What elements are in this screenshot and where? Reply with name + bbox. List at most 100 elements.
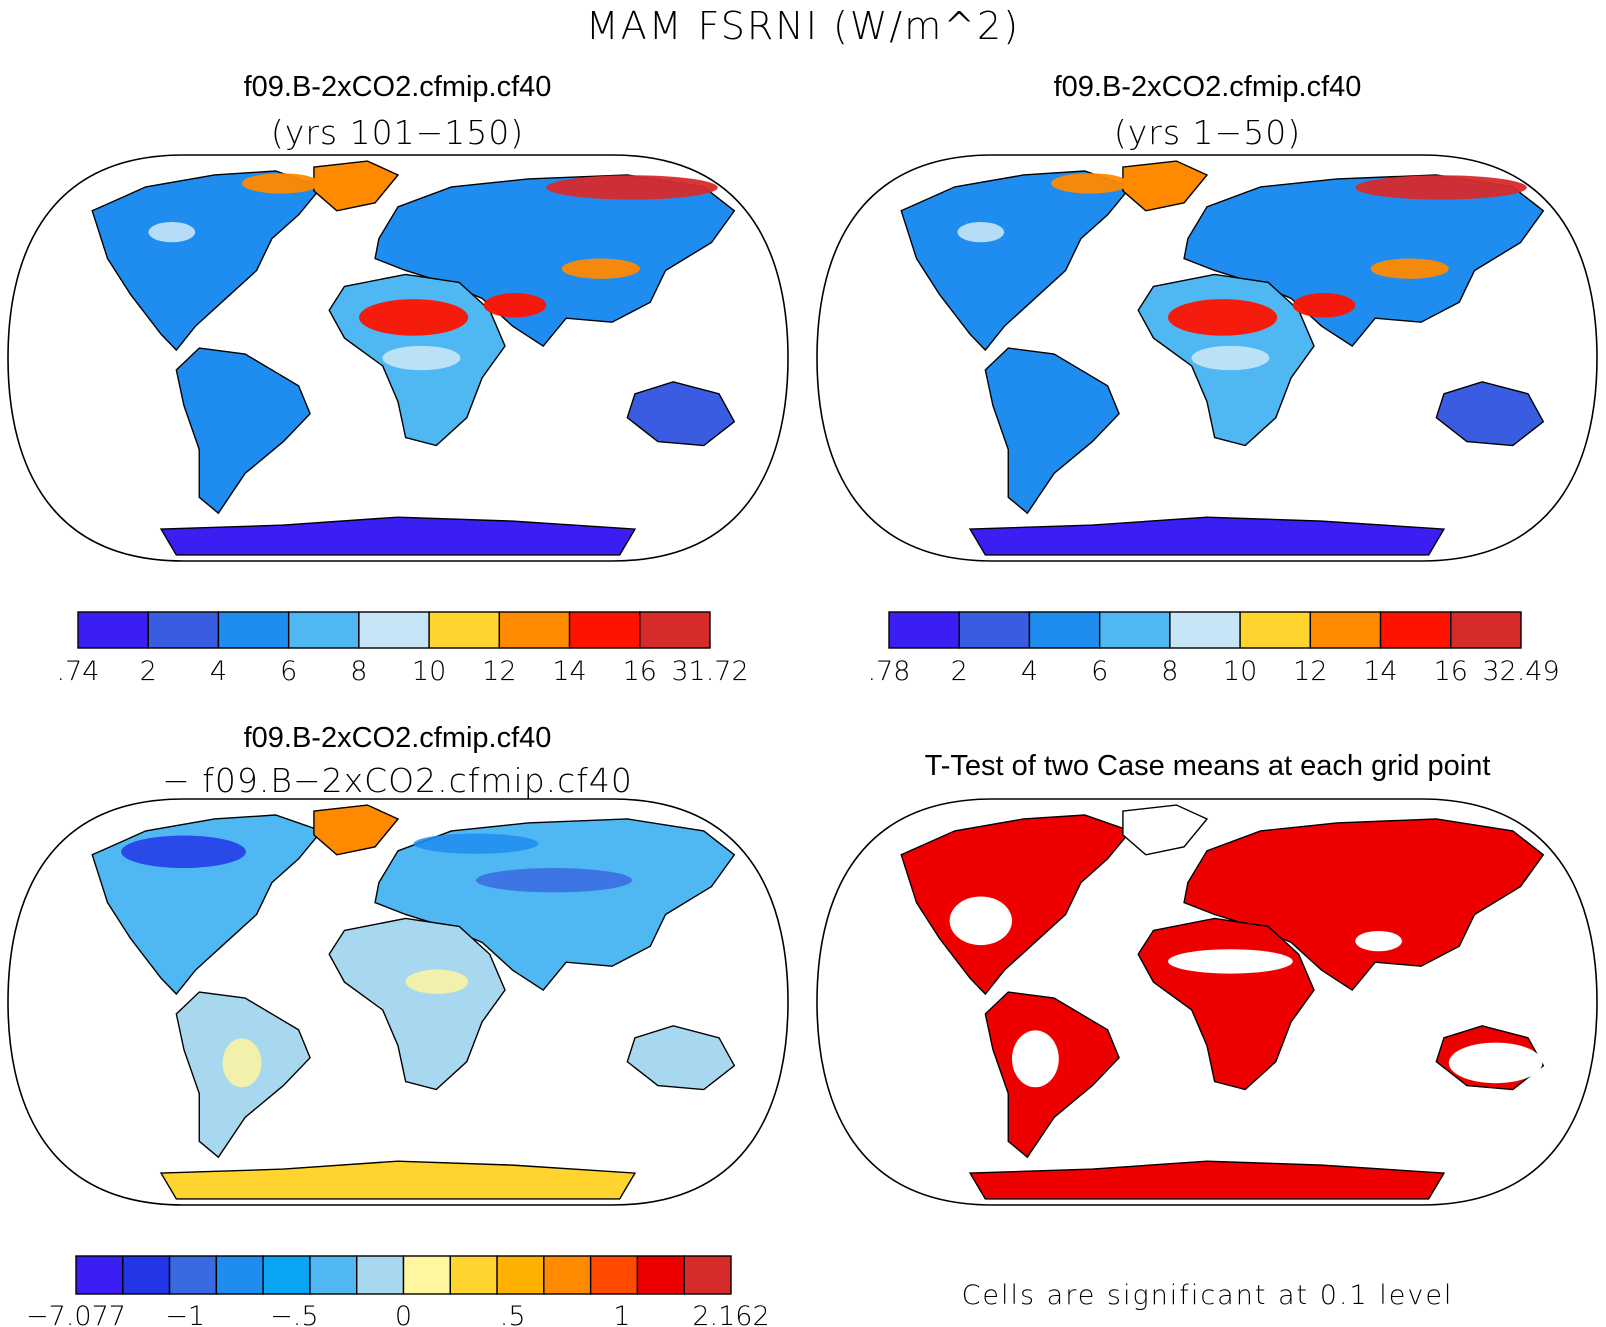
colorbar-box xyxy=(287,611,360,649)
coolspot-0 xyxy=(1191,345,1270,371)
colorbar-box xyxy=(77,611,149,649)
colorbar-box xyxy=(543,1255,592,1295)
hotspot-0 xyxy=(1168,299,1278,336)
panel2-title: f09.B-2xCO2.cfmip.cf40 xyxy=(1053,71,1362,103)
continent-greenland xyxy=(1122,160,1209,212)
panel1-title: f09.B-2xCO2.cfmip.cf40 xyxy=(243,71,552,103)
colorbar-box xyxy=(589,1255,639,1295)
anomaly-2 xyxy=(413,833,539,854)
continent-greenland xyxy=(1122,804,1209,856)
colorbar-box xyxy=(1098,611,1171,649)
panel1-subtitle: (yrs 101−150) xyxy=(270,113,525,152)
panel4-title: T-Test of two Case means at each grid po… xyxy=(924,750,1491,782)
colorbar-tick-label: 2 xyxy=(951,656,968,687)
hotspot-1 xyxy=(1292,293,1356,318)
colorbar-tick-label: 31.72 xyxy=(671,656,748,687)
continent-southAmerica xyxy=(175,347,311,515)
colorbar-tick-label: 14 xyxy=(552,656,586,687)
colorbar-tick-label: −1 xyxy=(165,1301,205,1327)
hotspot-3 xyxy=(546,175,718,200)
colorbar-box xyxy=(215,1255,264,1295)
hotspot-2 xyxy=(561,258,640,279)
continent-africa xyxy=(328,917,506,1091)
colorbar-box xyxy=(683,1255,732,1295)
insignificant-area-1 xyxy=(1168,949,1293,974)
colorbar-1: .74 2 4 6 8 10 12 14 16 31.72 xyxy=(57,611,749,687)
colorbar-box xyxy=(1169,611,1241,649)
colorbar-tick-label: 10 xyxy=(412,656,446,687)
continent-australia xyxy=(626,1025,736,1091)
hotspot-0 xyxy=(359,299,469,336)
colorbar-box xyxy=(168,1255,218,1295)
colorbar-box xyxy=(888,611,960,649)
colorbar-3: −7.077 −1 −.5 0 .5 1 2.162 xyxy=(26,1255,770,1327)
map-panel-1 xyxy=(7,154,789,562)
colorbar-box xyxy=(1028,611,1101,649)
colorbar-tick-label: 2.162 xyxy=(692,1301,769,1327)
colorbar-box xyxy=(1309,611,1382,649)
main-title: MAM FSRNI (W/m^2) xyxy=(585,4,1021,48)
hotspot-4 xyxy=(242,173,320,194)
colorbar-box xyxy=(122,1255,171,1295)
colorbar-tick-label: .78 xyxy=(868,656,911,687)
colorbar-tick-label: .74 xyxy=(57,656,100,687)
colorbar-box xyxy=(1450,611,1522,649)
colorbar-box xyxy=(75,1255,124,1295)
coolspot-0 xyxy=(382,345,461,371)
colorbar-2: .78 2 4 6 8 10 12 14 16 32.49 xyxy=(868,611,1560,687)
coolspot-1 xyxy=(957,221,1005,243)
colorbar-tick-label: 16 xyxy=(623,656,657,687)
colorbar-tick-label: 10 xyxy=(1223,656,1257,687)
colorbar-tick-label: 1 xyxy=(613,1301,630,1327)
panel3-title: f09.B-2xCO2.cfmip.cf40 xyxy=(243,722,552,754)
continent-greenland xyxy=(313,804,400,856)
colorbar-box xyxy=(1379,611,1452,649)
colorbar-box xyxy=(568,611,641,649)
colorbar-tick-label: 6 xyxy=(1091,656,1108,687)
anomaly-5 xyxy=(405,969,469,994)
continent-northAmerica xyxy=(91,170,323,352)
colorbar-box xyxy=(1239,611,1312,649)
continent-southAmerica xyxy=(984,347,1120,515)
anomaly-3 xyxy=(242,1174,554,1195)
insignificant-area-0 xyxy=(949,896,1012,946)
colorbar-box xyxy=(147,611,220,649)
colorbar-tick-label: 32.49 xyxy=(1482,656,1559,687)
colorbar-box xyxy=(496,1255,545,1295)
continent-australia xyxy=(1435,381,1545,447)
colorbar-tick-label: 4 xyxy=(1021,656,1038,687)
colorbar-tick-label: 14 xyxy=(1363,656,1397,687)
colorbar-tick-label: 4 xyxy=(210,656,227,687)
coolspot-1 xyxy=(148,221,196,243)
colorbar-box xyxy=(217,611,290,649)
anomaly-1 xyxy=(476,868,632,893)
colorbar-tick-label: 8 xyxy=(1161,656,1178,687)
colorbar-tick-label: 16 xyxy=(1434,656,1468,687)
colorbar-box xyxy=(356,1255,405,1295)
significance-note: Cells are significant at 0.1 level xyxy=(961,1280,1454,1311)
colorbar-tick-label: .5 xyxy=(500,1301,526,1327)
insignificant-area-4 xyxy=(1355,930,1402,952)
hotspot-4 xyxy=(1051,173,1129,194)
anomaly-0 xyxy=(121,835,246,869)
colorbar-box xyxy=(449,1255,498,1295)
hotspot-1 xyxy=(483,293,547,318)
colorbar-box xyxy=(636,1255,685,1295)
colorbar-tick-label: −.5 xyxy=(270,1301,318,1327)
colorbar-box xyxy=(958,611,1031,649)
colorbar-box xyxy=(358,611,430,649)
colorbar-tick-label: 2 xyxy=(140,656,157,687)
colorbar-tick-label: 6 xyxy=(280,656,297,687)
colorbar-tick-label: 12 xyxy=(1293,656,1327,687)
map-panel-2 xyxy=(816,154,1598,562)
colorbar-box xyxy=(498,611,571,649)
continent-greenland xyxy=(313,160,400,212)
colorbar-tick-label: 8 xyxy=(350,656,367,687)
insignificant-area-2 xyxy=(1012,1030,1059,1088)
anomaly-4 xyxy=(222,1038,262,1088)
map-panel-4 xyxy=(816,798,1598,1206)
map-panel-3 xyxy=(7,798,789,1206)
hotspot-2 xyxy=(1370,258,1449,279)
panel2-subtitle: (yrs 1−50) xyxy=(1113,113,1302,152)
